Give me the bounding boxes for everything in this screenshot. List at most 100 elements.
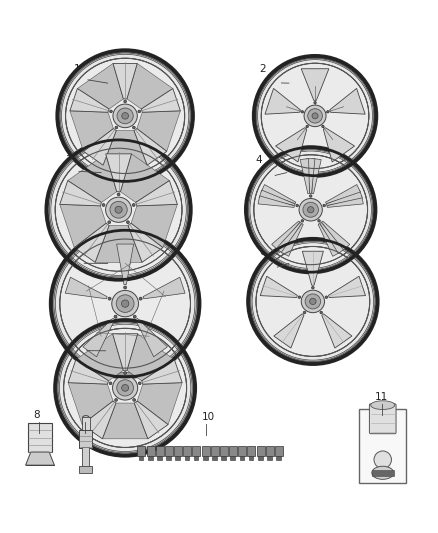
Polygon shape: [141, 88, 180, 112]
Ellipse shape: [58, 51, 192, 180]
FancyBboxPatch shape: [369, 404, 396, 434]
Ellipse shape: [312, 113, 318, 119]
Bar: [201, 446, 210, 456]
FancyBboxPatch shape: [28, 423, 52, 453]
Ellipse shape: [55, 235, 195, 373]
Ellipse shape: [55, 148, 182, 271]
Ellipse shape: [60, 239, 191, 368]
Ellipse shape: [102, 204, 105, 206]
Ellipse shape: [117, 108, 133, 124]
Polygon shape: [142, 360, 182, 384]
Polygon shape: [258, 196, 294, 207]
Ellipse shape: [106, 197, 131, 222]
Polygon shape: [312, 159, 321, 193]
Ellipse shape: [113, 104, 137, 128]
FancyBboxPatch shape: [82, 417, 90, 431]
Bar: [266, 446, 274, 456]
Polygon shape: [327, 196, 364, 207]
Polygon shape: [135, 318, 167, 357]
Polygon shape: [65, 277, 107, 299]
Bar: [247, 446, 255, 456]
Polygon shape: [322, 314, 352, 348]
Polygon shape: [68, 154, 117, 203]
Bar: [372, 470, 394, 476]
Ellipse shape: [122, 384, 129, 391]
Ellipse shape: [299, 198, 322, 221]
Polygon shape: [330, 88, 365, 114]
Ellipse shape: [258, 60, 372, 172]
Bar: [176, 456, 180, 461]
Ellipse shape: [124, 372, 127, 374]
Polygon shape: [78, 63, 124, 109]
Ellipse shape: [115, 399, 117, 401]
Ellipse shape: [61, 54, 189, 177]
Ellipse shape: [303, 311, 306, 314]
Ellipse shape: [255, 57, 375, 175]
Bar: [276, 456, 281, 461]
Bar: [192, 446, 201, 456]
Bar: [184, 456, 189, 461]
Ellipse shape: [110, 110, 112, 112]
Ellipse shape: [48, 141, 190, 279]
Ellipse shape: [247, 148, 374, 271]
Ellipse shape: [110, 201, 127, 218]
Polygon shape: [320, 222, 345, 253]
Ellipse shape: [254, 155, 367, 265]
Ellipse shape: [308, 109, 322, 123]
Bar: [229, 446, 237, 456]
Polygon shape: [68, 383, 113, 425]
Polygon shape: [127, 334, 174, 381]
Text: 8: 8: [34, 410, 40, 420]
Polygon shape: [134, 128, 167, 165]
Ellipse shape: [314, 101, 316, 104]
FancyBboxPatch shape: [79, 466, 92, 473]
Text: 2: 2: [259, 64, 266, 75]
Polygon shape: [274, 314, 304, 348]
Polygon shape: [261, 184, 296, 204]
Ellipse shape: [112, 290, 138, 317]
Polygon shape: [281, 223, 303, 256]
Text: 7: 7: [71, 333, 78, 343]
Polygon shape: [83, 318, 115, 357]
Ellipse shape: [256, 246, 370, 357]
Text: 3: 3: [65, 155, 72, 165]
Ellipse shape: [320, 311, 322, 314]
Polygon shape: [84, 128, 116, 165]
Bar: [157, 456, 162, 461]
Polygon shape: [302, 251, 323, 285]
Polygon shape: [300, 159, 310, 193]
Polygon shape: [328, 276, 366, 297]
Ellipse shape: [133, 315, 136, 318]
Ellipse shape: [64, 328, 187, 447]
Ellipse shape: [301, 290, 325, 313]
Ellipse shape: [55, 148, 182, 271]
Polygon shape: [276, 222, 301, 253]
Ellipse shape: [301, 111, 304, 113]
Ellipse shape: [60, 239, 191, 368]
Text: 9: 9: [79, 410, 86, 420]
Bar: [139, 456, 143, 461]
Bar: [166, 456, 171, 461]
Polygon shape: [137, 111, 180, 151]
Ellipse shape: [307, 207, 314, 213]
Bar: [257, 446, 265, 456]
Polygon shape: [131, 204, 177, 248]
Ellipse shape: [117, 379, 134, 396]
Ellipse shape: [115, 206, 122, 213]
Ellipse shape: [58, 323, 192, 453]
Ellipse shape: [124, 100, 127, 103]
Polygon shape: [60, 204, 106, 248]
Polygon shape: [143, 277, 185, 299]
Ellipse shape: [60, 324, 191, 451]
Polygon shape: [276, 128, 307, 162]
Text: 1: 1: [74, 64, 81, 75]
Ellipse shape: [318, 220, 320, 222]
Text: 5: 5: [74, 246, 81, 256]
Ellipse shape: [301, 220, 304, 222]
Bar: [147, 446, 155, 456]
Bar: [238, 446, 246, 456]
Polygon shape: [259, 190, 295, 206]
Ellipse shape: [133, 126, 135, 129]
Bar: [194, 456, 198, 461]
Polygon shape: [325, 184, 360, 204]
